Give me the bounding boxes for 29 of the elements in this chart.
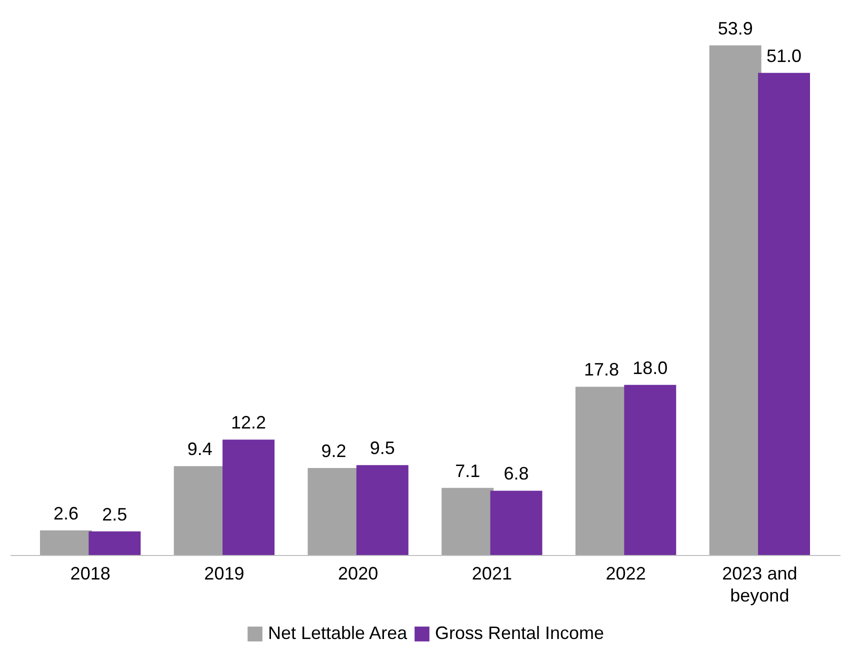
bar: [222, 440, 275, 555]
x-tick-label: 2018: [70, 564, 110, 584]
bar: [356, 465, 408, 555]
data-label: 6.8: [504, 464, 529, 484]
data-label: 53.9: [718, 18, 753, 38]
bar: [624, 384, 676, 555]
bar: [709, 45, 762, 555]
data-label: 2.5: [102, 504, 128, 524]
data-label: 51.0: [766, 46, 802, 66]
data-label: 18.0: [632, 358, 668, 378]
data-label: 9.4: [187, 439, 212, 460]
bar: [442, 488, 494, 555]
data-label: 17.8: [584, 360, 619, 380]
data-label: 2.6: [53, 503, 78, 524]
data-label: 12.2: [231, 412, 266, 433]
legend-label: Gross Rental Income: [435, 623, 604, 643]
legend-label: Net Lettable Area: [268, 623, 408, 643]
data-label: 9.2: [321, 441, 346, 462]
x-tick-label: 2019: [204, 564, 244, 584]
data-label: 9.5: [370, 438, 395, 458]
bar: [40, 530, 92, 555]
bar: [758, 72, 810, 555]
x-tick-label: 2021: [472, 564, 512, 584]
data-label: 7.1: [455, 460, 480, 481]
x-tick-label: 2023 and beyond: [722, 564, 798, 606]
x-tick-label: 2020: [338, 564, 378, 584]
bar: [490, 490, 542, 555]
x-tick-label: 2022: [606, 564, 646, 584]
bar: [88, 531, 141, 555]
